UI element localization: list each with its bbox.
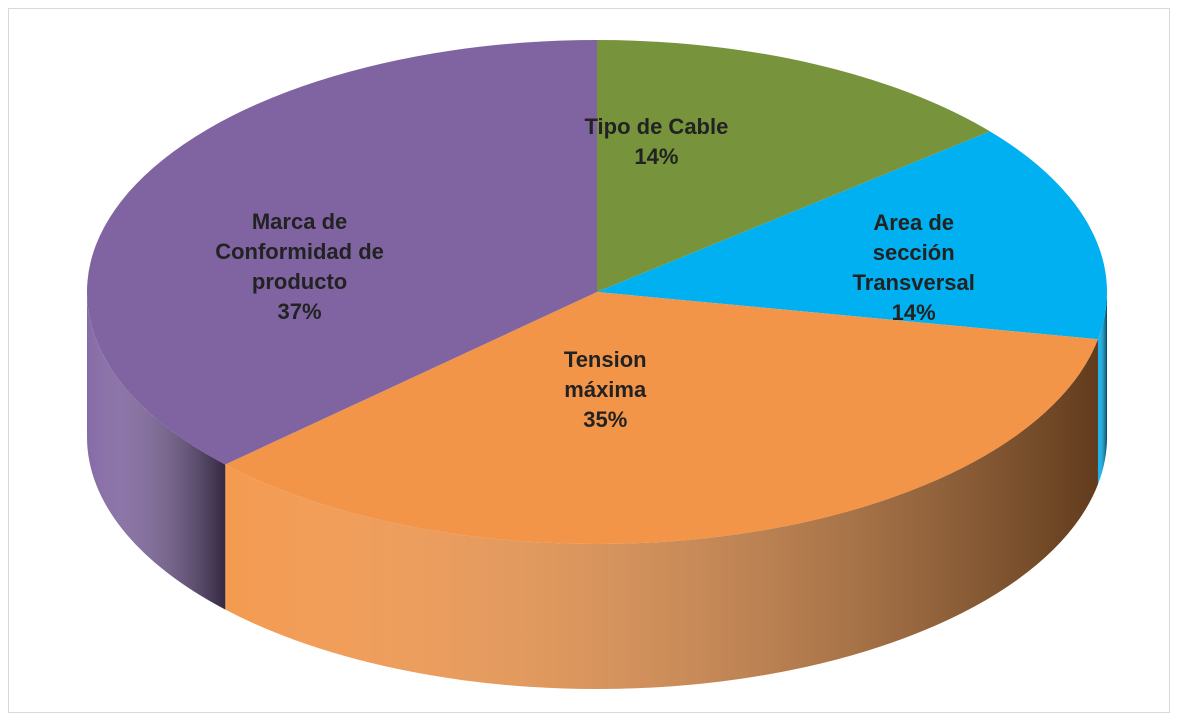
slice-side-shade — [87, 292, 226, 610]
slice-side-shade — [1097, 292, 1107, 485]
slice — [225, 292, 1098, 545]
data-label: Tension máxima 35% — [535, 345, 675, 435]
slice — [87, 40, 598, 465]
category-label: Area de sección Transversal — [852, 209, 975, 295]
data-label: Marca de Conformidad de producto 37% — [205, 207, 395, 327]
value-label: 14% — [891, 299, 936, 325]
category-label: Marca de Conformidad de producto — [215, 208, 384, 294]
value-label: 37% — [277, 298, 322, 324]
category-label: Tension máxima — [563, 347, 647, 403]
value-label: 35% — [583, 407, 628, 433]
slice — [597, 40, 990, 292]
category-label: Tipo de Cable — [584, 113, 729, 139]
data-label: Area de sección Transversal 14% — [839, 208, 989, 328]
slice — [597, 131, 1108, 340]
value-label: 14% — [634, 143, 679, 169]
chart-frame — [8, 8, 1170, 713]
slice-side-shade — [225, 339, 1098, 689]
data-label: Tipo de Cable 14% — [556, 112, 756, 172]
